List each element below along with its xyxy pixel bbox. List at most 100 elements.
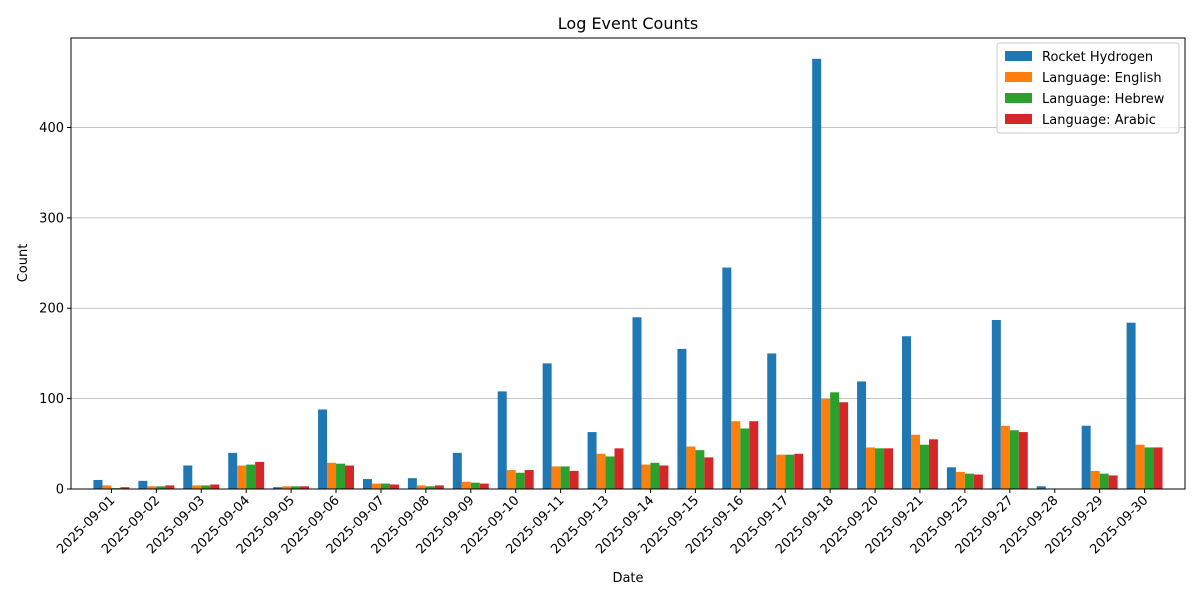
bar-0-20 [991,319,1001,489]
bar-1-12 [641,464,651,489]
legend-swatch-0 [1005,51,1032,61]
bar-3-23 [1153,447,1163,489]
bar-2-15 [785,454,795,489]
legend-label-0: Rocket Hydrogen [1042,50,1153,65]
bar-2-13 [695,450,705,489]
bar-0-6 [362,479,372,489]
legend-label-2: Language: Hebrew [1042,92,1165,107]
bar-0-12 [632,317,642,489]
bar-1-17 [866,447,876,489]
bar-3-17 [884,448,894,489]
bar-3-3 [255,461,265,489]
bar-0-17 [857,381,867,489]
bar-0-8 [452,452,462,489]
bar-1-23 [1135,444,1145,489]
bar-0-13 [677,348,687,489]
bar-1-19 [955,471,965,489]
plot-frame [70,37,1186,490]
bar-0-0 [93,479,103,489]
bar-3-10 [569,470,579,489]
bar-0-10 [542,363,552,489]
bar-2-18 [919,444,929,489]
bar-1-9 [506,470,516,489]
bar-3-1 [165,485,175,489]
bar-2-4 [291,486,301,489]
bar-3-2 [210,484,220,489]
bar-2-16 [830,392,840,489]
bar-2-9 [515,472,525,489]
bar-1-6 [371,483,381,489]
bar-1-0 [102,485,112,489]
bar-3-22 [1108,475,1118,489]
bar-3-11 [614,448,624,489]
bar-3-16 [839,402,849,489]
legend-swatch-3 [1005,114,1032,124]
bar-0-21 [1036,486,1046,489]
bar-1-11 [596,453,606,489]
bar-2-11 [605,456,615,489]
bar-3-8 [479,483,489,489]
bar-0-9 [497,391,507,489]
legend-label-1: Language: English [1042,71,1162,86]
bar-1-7 [416,485,426,489]
bar-0-16 [812,58,822,490]
y-tick-label: 300 [39,211,64,226]
y-tick-label: 400 [39,121,64,136]
bar-3-14 [749,421,759,489]
bar-3-20 [1018,432,1028,489]
bar-1-2 [192,485,202,489]
y-tick-label: 200 [39,302,64,317]
bar-2-19 [964,473,974,489]
bar-3-12 [659,465,669,489]
bar-0-15 [767,353,777,489]
bar-2-2 [201,485,211,489]
y-axis-label: Count [16,244,31,283]
bar-2-6 [380,483,390,489]
bar-3-15 [794,453,804,489]
bar-2-14 [740,428,750,489]
bar-0-5 [318,409,328,489]
bar-2-10 [560,466,570,489]
bar-1-22 [1090,470,1100,489]
bar-3-0 [120,487,130,489]
bar-0-14 [722,267,732,489]
bar-2-23 [1144,447,1154,489]
bar-1-20 [1000,425,1010,489]
bar-2-7 [425,486,435,489]
bar-1-5 [327,462,337,489]
bar-0-4 [273,487,283,489]
legend-label-3: Language: Arabic [1042,113,1156,128]
y-tick-label: 0 [56,483,64,498]
legend-swatch-1 [1005,72,1032,82]
bar-2-3 [246,464,256,489]
y-axis-ticks: 0 100 200 300 400 [39,121,71,498]
bar-3-19 [973,474,983,489]
bar-0-23 [1126,322,1136,489]
bar-1-18 [910,434,920,489]
bar-2-8 [470,482,480,489]
bar-2-5 [336,463,346,489]
bar-3-7 [434,485,444,489]
bar-3-4 [300,486,310,489]
bar-0-2 [183,465,193,489]
bars [93,58,1163,490]
bar-2-17 [875,448,885,489]
bar-1-15 [776,454,786,489]
y-tick-label: 100 [39,392,64,407]
bar-3-6 [389,484,399,489]
bar-1-10 [551,466,561,489]
x-axis-label: Date [612,571,643,586]
bar-1-8 [461,481,471,489]
bar-1-4 [282,486,292,489]
bar-0-19 [946,467,956,489]
bar-0-22 [1081,425,1091,489]
bar-3-18 [928,439,938,489]
bar-1-13 [686,446,696,489]
bar-0-3 [228,452,238,489]
bar-3-13 [704,457,714,489]
bar-2-20 [1009,430,1019,489]
bar-0-7 [407,478,417,489]
bar-3-9 [524,470,534,489]
